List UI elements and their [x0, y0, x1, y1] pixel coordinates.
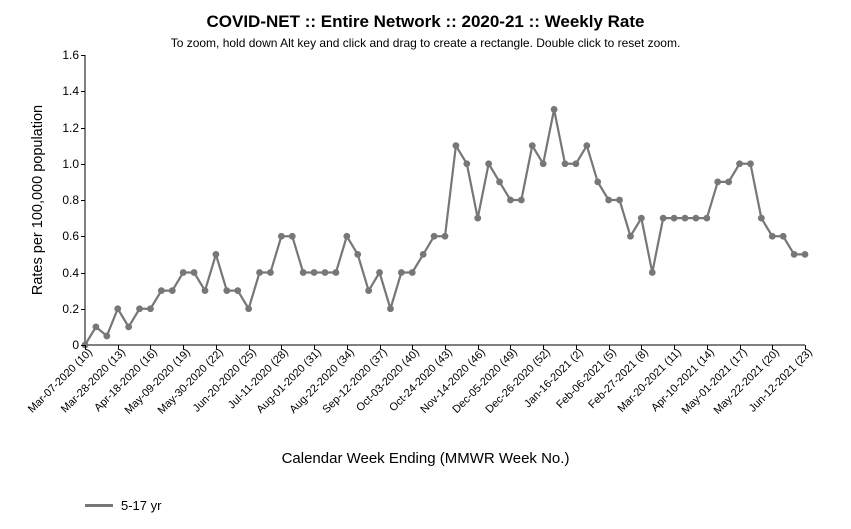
chart-title: COVID-NET :: Entire Network :: 2020-21 :… — [0, 12, 851, 32]
data-point[interactable] — [594, 178, 601, 185]
data-point[interactable] — [234, 287, 241, 294]
data-point[interactable] — [180, 269, 187, 276]
data-point[interactable] — [562, 160, 569, 167]
data-point[interactable] — [671, 215, 678, 222]
data-point[interactable] — [213, 251, 220, 258]
data-point[interactable] — [333, 269, 340, 276]
data-point[interactable] — [682, 215, 689, 222]
data-point[interactable] — [365, 287, 372, 294]
data-point[interactable] — [267, 269, 274, 276]
data-point[interactable] — [114, 305, 121, 312]
data-point[interactable] — [540, 160, 547, 167]
data-point[interactable] — [758, 215, 765, 222]
data-point[interactable] — [573, 160, 580, 167]
legend-label: 5-17 yr — [121, 498, 161, 513]
data-point[interactable] — [300, 269, 307, 276]
data-point[interactable] — [780, 233, 787, 240]
data-point[interactable] — [354, 251, 361, 258]
data-point[interactable] — [158, 287, 165, 294]
legend-swatch — [85, 504, 113, 507]
data-point[interactable] — [660, 215, 667, 222]
data-point[interactable] — [551, 106, 558, 113]
data-point[interactable] — [453, 142, 460, 149]
data-point[interactable] — [289, 233, 296, 240]
data-point[interactable] — [202, 287, 209, 294]
plot-area[interactable]: 00.20.40.60.81.01.21.41.6Mar-07-2020 (10… — [85, 55, 805, 345]
y-tick-label: 0.2 — [62, 302, 79, 316]
data-point[interactable] — [191, 269, 198, 276]
y-tick-label: 0.6 — [62, 229, 79, 243]
x-tick-label: Jan-16-2021 (2) — [522, 346, 586, 410]
data-point[interactable] — [169, 287, 176, 294]
data-point[interactable] — [223, 287, 230, 294]
data-point[interactable] — [474, 215, 481, 222]
data-point[interactable] — [769, 233, 776, 240]
data-point[interactable] — [627, 233, 634, 240]
data-point[interactable] — [791, 251, 798, 258]
data-point[interactable] — [485, 160, 492, 167]
data-point[interactable] — [245, 305, 252, 312]
data-point[interactable] — [583, 142, 590, 149]
data-point[interactable] — [387, 305, 394, 312]
data-point[interactable] — [616, 197, 623, 204]
data-point[interactable] — [278, 233, 285, 240]
data-point[interactable] — [431, 233, 438, 240]
data-point[interactable] — [322, 269, 329, 276]
data-point[interactable] — [93, 323, 100, 330]
y-tick-label: 1.2 — [62, 121, 79, 135]
data-point[interactable] — [507, 197, 514, 204]
y-tick-label: 1.0 — [62, 157, 79, 171]
chart-subtitle: To zoom, hold down Alt key and click and… — [0, 36, 851, 50]
y-tick-label: 0.8 — [62, 193, 79, 207]
data-point[interactable] — [518, 197, 525, 204]
data-point[interactable] — [714, 178, 721, 185]
data-point[interactable] — [376, 269, 383, 276]
data-point[interactable] — [747, 160, 754, 167]
y-tick-label: 1.6 — [62, 48, 79, 62]
data-point[interactable] — [103, 333, 110, 340]
data-point[interactable] — [311, 269, 318, 276]
covidnet-weekly-rate-chart: COVID-NET :: Entire Network :: 2020-21 :… — [0, 0, 851, 529]
data-point[interactable] — [463, 160, 470, 167]
points-layer — [85, 55, 805, 345]
x-axis-label: Calendar Week Ending (MMWR Week No.) — [0, 450, 851, 467]
y-axis-label: Rates per 100,000 population — [30, 105, 46, 295]
data-point[interactable] — [605, 197, 612, 204]
x-tick-label: Jun-12-2021 (23) — [747, 346, 815, 414]
data-point[interactable] — [398, 269, 405, 276]
y-tick-label: 0.4 — [62, 266, 79, 280]
data-point[interactable] — [638, 215, 645, 222]
legend: 5-17 yr — [85, 498, 161, 513]
data-point[interactable] — [409, 269, 416, 276]
y-tick-label: 0 — [72, 338, 79, 352]
y-tick-label: 1.4 — [62, 84, 79, 98]
data-point[interactable] — [442, 233, 449, 240]
data-point[interactable] — [496, 178, 503, 185]
data-point[interactable] — [725, 178, 732, 185]
data-point[interactable] — [802, 251, 809, 258]
data-point[interactable] — [147, 305, 154, 312]
data-point[interactable] — [529, 142, 536, 149]
data-point[interactable] — [343, 233, 350, 240]
data-point[interactable] — [420, 251, 427, 258]
data-point[interactable] — [649, 269, 656, 276]
data-point[interactable] — [136, 305, 143, 312]
data-point[interactable] — [693, 215, 700, 222]
data-point[interactable] — [256, 269, 263, 276]
data-point[interactable] — [736, 160, 743, 167]
data-point[interactable] — [703, 215, 710, 222]
data-point[interactable] — [125, 323, 132, 330]
